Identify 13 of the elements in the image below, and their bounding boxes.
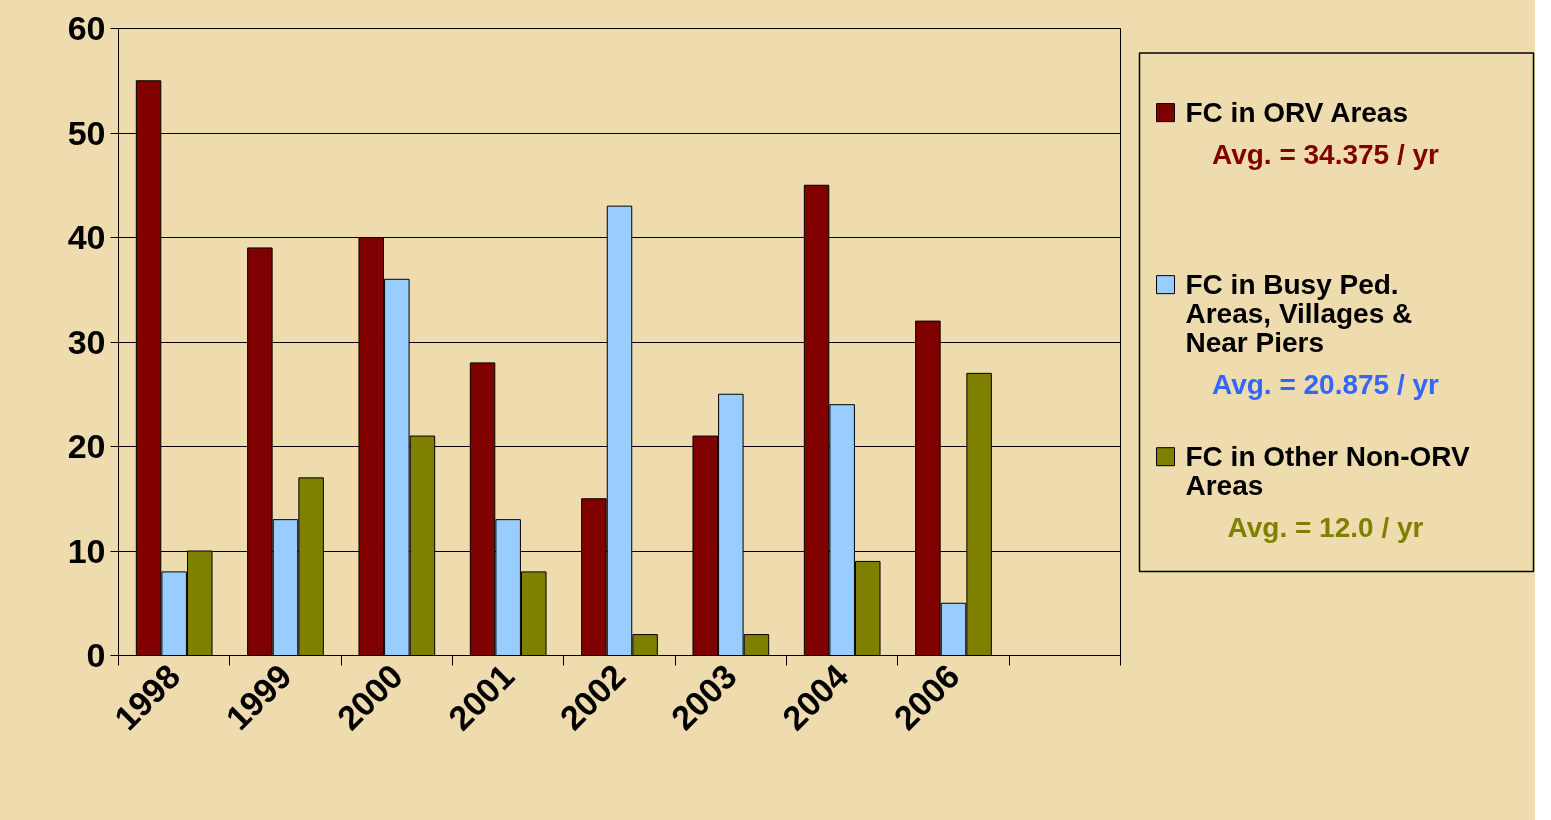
y-tick-label: 40 xyxy=(67,218,106,256)
text: Avg. = 20.875 / yr xyxy=(1212,369,1440,401)
text: Avg. = 12.0 / yr xyxy=(1227,512,1424,544)
y-tick-label: 20 xyxy=(67,427,106,465)
y-tick-label: 0 xyxy=(86,636,106,674)
legend-label: FC in Busy Ped. Areas, Villages & Near Piers xyxy=(1185,269,1413,359)
y-tick-label: 60 xyxy=(67,9,106,47)
legend-label: FC in ORV Areas xyxy=(1185,97,1409,129)
y-tick-label: 30 xyxy=(67,322,106,361)
text: Avg. = 34.375 / yr xyxy=(1212,139,1440,171)
legend-label: FC in Other Non-ORV Areas xyxy=(1185,441,1470,502)
y-tick-label: 50 xyxy=(67,113,106,152)
y-tick-label: 10 xyxy=(67,531,106,570)
